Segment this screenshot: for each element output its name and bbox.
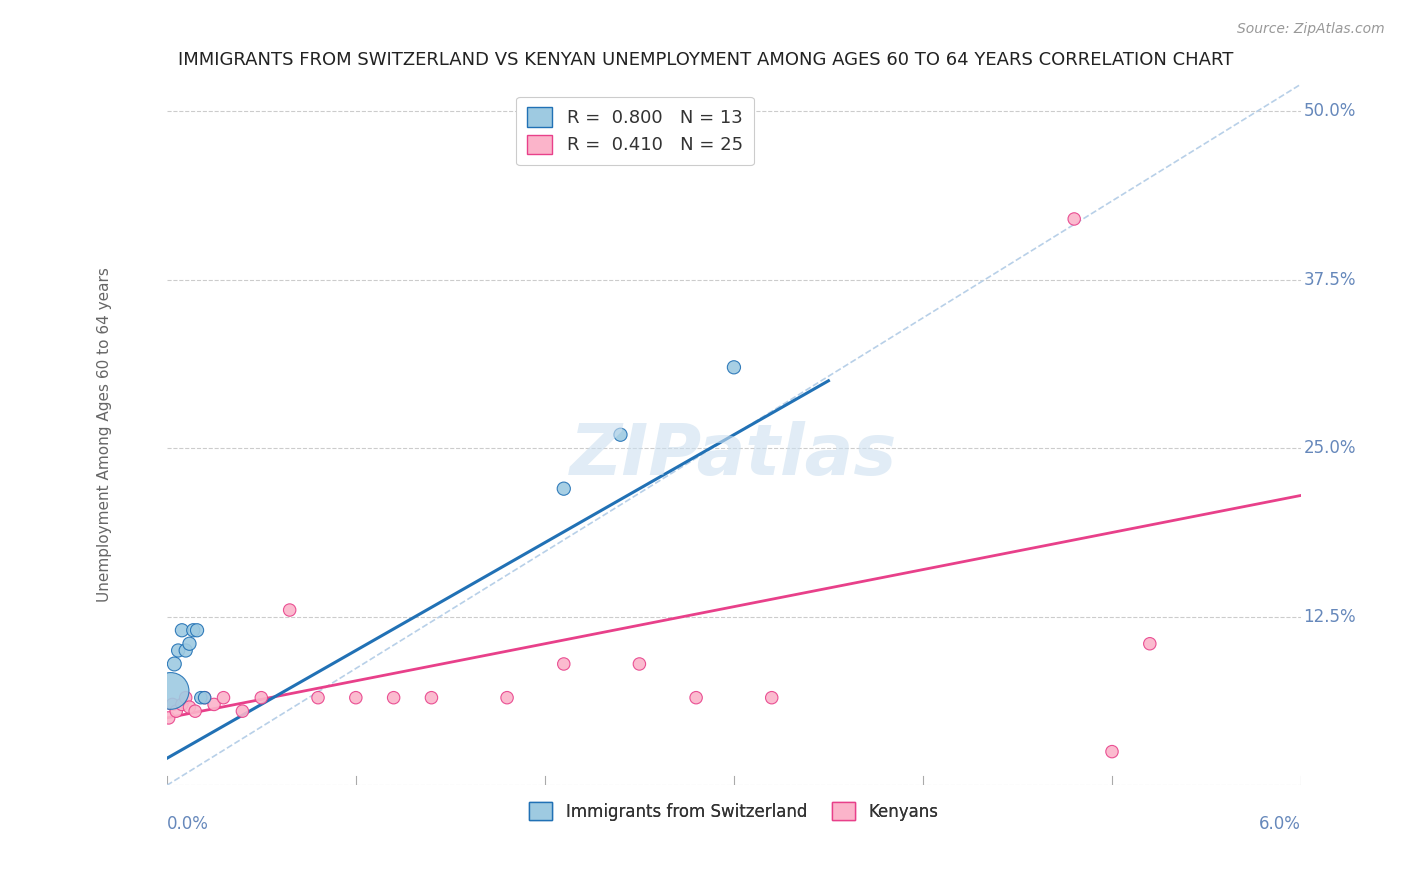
- Text: Unemployment Among Ages 60 to 64 years: Unemployment Among Ages 60 to 64 years: [97, 268, 112, 602]
- Point: [1063, 211, 1085, 226]
- Point: [174, 690, 197, 705]
- Point: [165, 704, 187, 718]
- Text: 50.0%: 50.0%: [1303, 102, 1355, 120]
- Text: 12.5%: 12.5%: [1303, 607, 1355, 626]
- Point: [202, 698, 225, 712]
- Text: 0.0%: 0.0%: [167, 815, 208, 833]
- Text: 6.0%: 6.0%: [1260, 815, 1301, 833]
- Point: [496, 690, 519, 705]
- Point: [231, 704, 253, 718]
- Legend: Immigrants from Switzerland, Kenyans: Immigrants from Switzerland, Kenyans: [523, 796, 945, 828]
- Point: [159, 684, 181, 698]
- Point: [170, 624, 193, 638]
- Point: [553, 482, 575, 496]
- Point: [174, 643, 197, 657]
- Text: IMMIGRANTS FROM SWITZERLAND VS KENYAN UNEMPLOYMENT AMONG AGES 60 TO 64 YEARS COR: IMMIGRANTS FROM SWITZERLAND VS KENYAN UN…: [179, 51, 1233, 69]
- Point: [344, 690, 367, 705]
- Point: [186, 624, 208, 638]
- Point: [761, 690, 783, 705]
- Text: ZIPatlas: ZIPatlas: [571, 421, 897, 491]
- Point: [184, 704, 207, 718]
- Point: [1139, 637, 1161, 651]
- Point: [157, 711, 180, 725]
- Point: [194, 690, 217, 705]
- Point: [723, 360, 745, 375]
- Point: [163, 657, 186, 671]
- Point: [278, 603, 301, 617]
- Point: [167, 643, 190, 657]
- Point: [250, 690, 273, 705]
- Point: [181, 624, 204, 638]
- Point: [179, 700, 201, 714]
- Text: 25.0%: 25.0%: [1303, 439, 1355, 458]
- Text: 37.5%: 37.5%: [1303, 270, 1355, 289]
- Text: Source: ZipAtlas.com: Source: ZipAtlas.com: [1237, 22, 1385, 37]
- Point: [212, 690, 235, 705]
- Point: [190, 690, 212, 705]
- Point: [420, 690, 443, 705]
- Point: [382, 690, 405, 705]
- Point: [609, 427, 631, 442]
- Point: [1101, 745, 1123, 759]
- Point: [170, 698, 193, 712]
- Point: [307, 690, 329, 705]
- Point: [194, 690, 217, 705]
- Point: [628, 657, 651, 671]
- Point: [685, 690, 707, 705]
- Point: [162, 698, 184, 712]
- Point: [553, 657, 575, 671]
- Point: [179, 637, 201, 651]
